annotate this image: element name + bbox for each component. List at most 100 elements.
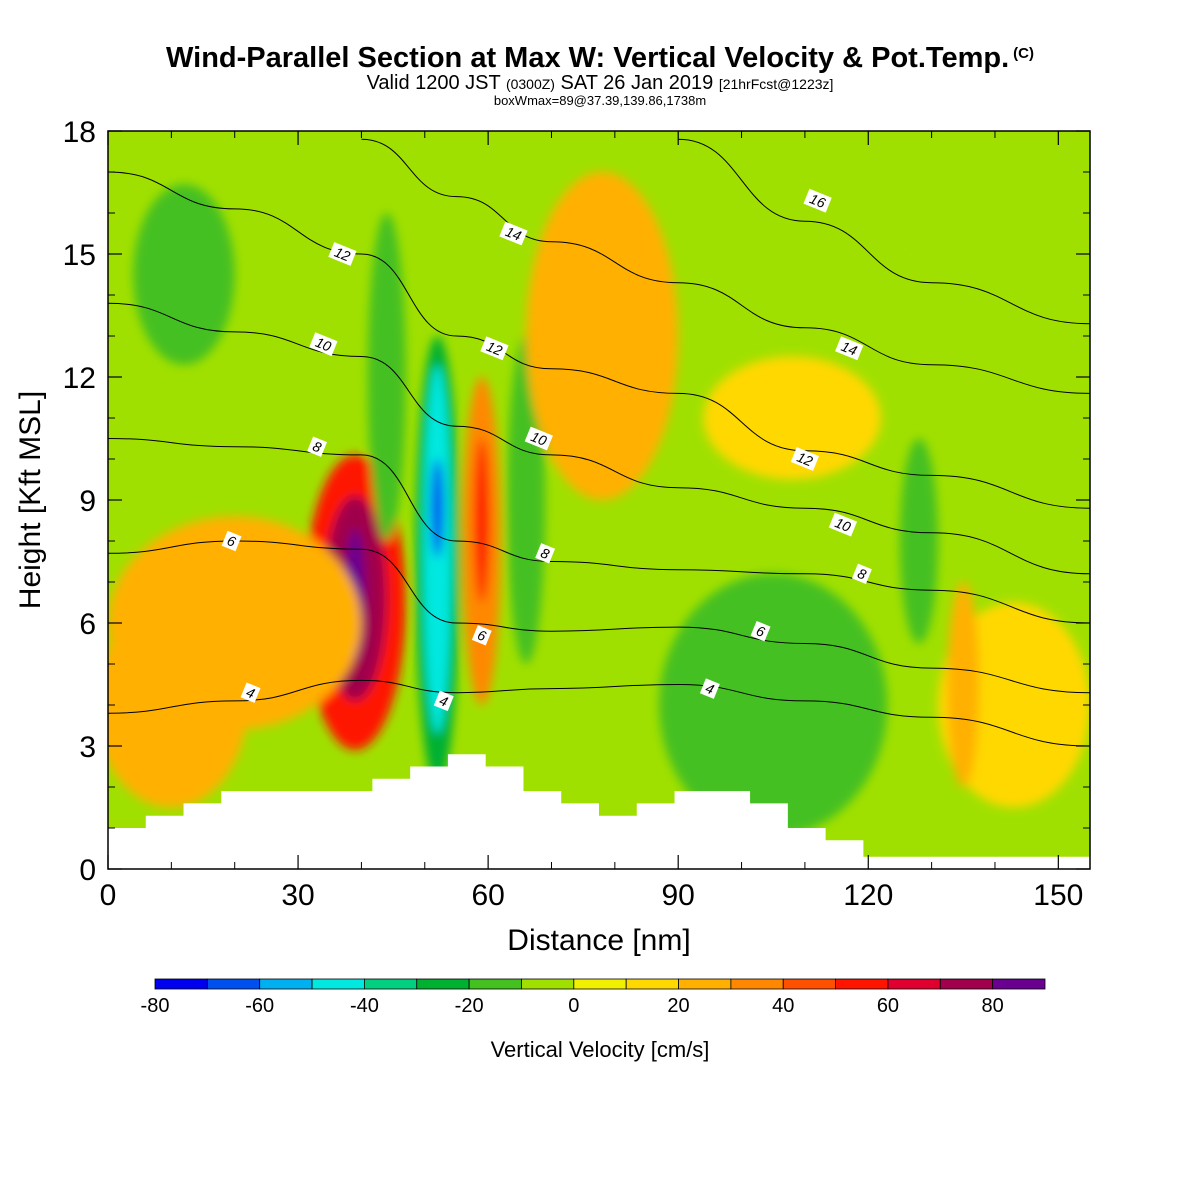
title-copyright: (C) (1013, 45, 1034, 62)
isentrope-label: 8 (307, 436, 328, 457)
isentrope-label-bg (750, 620, 771, 642)
valid-utc: (0300Z) (505, 76, 555, 92)
isentrope-label: 10 (309, 332, 338, 357)
colorbar-bin (730, 978, 784, 990)
velocity-cell (474, 438, 490, 603)
terrain-mask (108, 754, 1090, 869)
colorbar-bin (521, 978, 575, 990)
isentrope-label-bg (499, 221, 528, 246)
colorbar-bin (625, 978, 679, 990)
isentrope-label-text: 10 (833, 514, 854, 535)
colorbar-tick-label: -60 (245, 995, 274, 1017)
velocity-cell (108, 602, 248, 808)
isentrope-10 (108, 302, 1090, 575)
velocity-cell (507, 336, 546, 664)
isentrope-14 (361, 138, 1090, 394)
velocity-cell (947, 582, 980, 787)
isentrope-label: 12 (480, 336, 509, 361)
isentrope-label: 4 (433, 690, 454, 712)
chart-title: Wind-Parallel Section at Max W: Vertical… (0, 42, 1200, 75)
velocity-cell (899, 438, 938, 644)
colorbar-tick-label: -40 (350, 995, 379, 1017)
x-tick-label: 0 (100, 879, 117, 912)
isentrope-labels: 4 4 4 6 6 6 8 8 8 10 10 10 12 12 12 14 14 16 (221, 188, 872, 712)
isentrope-label: 16 (803, 188, 832, 213)
colorbar-tick-label: -20 (455, 995, 484, 1017)
velocity-cell (431, 459, 444, 558)
x-tick-label: 60 (471, 879, 504, 912)
velocity-cell (583, 249, 647, 398)
y-tick-label: 3 (79, 731, 96, 764)
colorbar-bin (259, 978, 313, 990)
isentrope-label-bg (221, 530, 242, 552)
colorbar-tick-label: 20 (667, 995, 689, 1017)
isentrope-label: 8 (535, 543, 556, 564)
isentrope-label-bg (851, 563, 872, 585)
y-tick-label: 0 (79, 854, 96, 887)
colorbar-tick-label: 80 (982, 995, 1004, 1017)
colorbar-bin (468, 978, 522, 990)
colorbar-bin (678, 978, 732, 990)
isentrope-label-bg (309, 332, 338, 357)
forecast-info: [21hrFcst@1223z] (718, 76, 834, 92)
colorbar-bin (154, 978, 208, 990)
box-info: boxWmax=89@37.39,139.86,1738m (493, 93, 707, 108)
isentrope-label: 8 (851, 563, 872, 585)
x-axis-label: Distance [nm] (507, 924, 690, 957)
y-axis-label: Height [Kft MSL] (14, 391, 47, 609)
velocity-cell (133, 184, 235, 365)
isentrope-label: 12 (790, 447, 820, 471)
isentrope-label: 14 (835, 336, 864, 361)
colorbar-bin (573, 978, 627, 990)
chart-subtitle: Valid 1200 JST (0300Z) SAT 26 Jan 2019 [… (0, 72, 1200, 95)
colorbar-bin (835, 978, 889, 990)
title-main: Wind-Parallel Section at Max W: Vertical… (166, 42, 1010, 74)
isentrope-label-text: 14 (839, 338, 860, 359)
y-tick-label: 9 (79, 485, 96, 518)
velocity-field (108, 131, 1090, 869)
colorbar-bin (887, 978, 941, 990)
valid-time: Valid 1200 JST (366, 72, 501, 94)
colorbar-tick-label: 60 (877, 995, 899, 1017)
isentrope-label-bg (699, 678, 720, 699)
colorbar-title: Vertical Velocity [cm/s] (491, 1037, 710, 1062)
colorbar-bin (311, 978, 365, 990)
isentrope-label-bg (307, 436, 328, 457)
colorbar-bin (364, 978, 418, 990)
isentrope-label-text: 14 (503, 223, 524, 244)
isentrope-label-bg (471, 625, 492, 646)
isentrope-label-bg (803, 188, 832, 213)
isentrope-label-bg (828, 512, 858, 537)
y-tick-label: 6 (79, 608, 96, 641)
isentrope-label-text: 16 (807, 190, 828, 211)
y-tick-label: 12 (63, 362, 96, 395)
velocity-cell (868, 131, 1090, 295)
colorbar: -80 -60 -40 -20 0 20 40 60 80 (141, 978, 1046, 1017)
isentrope-16 (678, 138, 1090, 325)
x-tick-label: 30 (281, 879, 314, 912)
isentrope-label: 10 (524, 426, 553, 451)
colorbar-tick-label: 40 (772, 995, 794, 1017)
y-tick-label: 15 (63, 239, 96, 272)
isentrope-label-text: 10 (529, 428, 550, 449)
terrain (108, 754, 1090, 869)
isentrope-8 (108, 438, 1090, 624)
colorbar-bin (416, 978, 470, 990)
isentrope-label-bg (433, 690, 454, 712)
isentrope-12 (108, 171, 1090, 509)
isentrope-label: 4 (699, 678, 720, 699)
isentrope-label-bg (240, 682, 261, 703)
colorbar-tick-label: -80 (141, 995, 170, 1017)
isentrope-label-text: 12 (332, 244, 353, 265)
isentrope-label: 6 (471, 625, 492, 646)
isentrope-label-bg (328, 242, 357, 266)
isentrope-label: 12 (328, 242, 357, 266)
x-tick-label: 150 (1033, 879, 1083, 912)
colorbar-bin (992, 978, 1046, 990)
velocity-cell (367, 213, 406, 541)
isentrope-label-bg (835, 336, 864, 361)
isentrope-label-text: 10 (313, 334, 334, 355)
isentrope-6 (108, 540, 1090, 694)
